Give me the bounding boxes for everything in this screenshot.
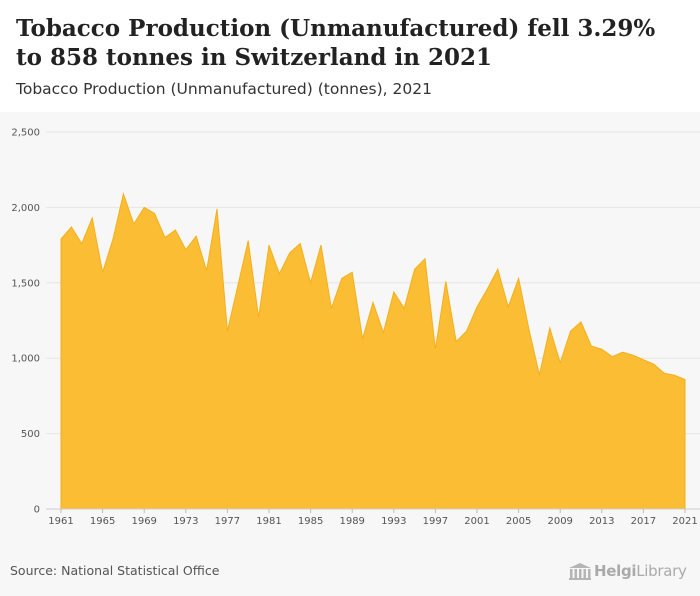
helgi-library-logo[interactable]: HelgiLibrary — [568, 561, 692, 583]
y-tick-label: 1,500 — [11, 278, 40, 289]
y-tick-label: 500 — [21, 429, 40, 440]
y-tick-label: 0 — [34, 505, 40, 516]
x-tick-label: 1961 — [48, 516, 73, 527]
brand-helgi: Helgi — [594, 562, 637, 580]
x-tick-label: 1997 — [423, 516, 448, 527]
chart-header: Tobacco Production (Unmanufactured) fell… — [0, 0, 700, 112]
x-tick-label: 1985 — [298, 516, 323, 527]
x-tick-label: 2013 — [589, 516, 614, 527]
x-axis: 1961 1965 1969 1973 1977 1981 1985 1989 1993 1997… — [46, 508, 700, 527]
area-series — [60, 192, 686, 510]
library-columns-icon — [569, 563, 591, 580]
page-title: Tobacco Production (Unmanufactured) fell… — [16, 15, 656, 71]
y-axis: 0 500 1,000 1,500 2,000 2,500 — [11, 128, 40, 516]
source-note: Source: National Statistical Office — [10, 563, 220, 578]
area-fill — [60, 192, 686, 510]
x-tick-label: 1981 — [256, 516, 281, 527]
x-tick-label: 1965 — [90, 516, 115, 527]
area-chart: 1961 1965 1969 1973 1977 1981 1985 1989 1993 1997… — [11, 128, 700, 527]
x-tick-label: 1977 — [215, 516, 240, 527]
x-tick-label: 2017 — [631, 516, 656, 527]
x-tick-label: 2005 — [506, 516, 531, 527]
x-tick-label: 1989 — [339, 516, 364, 527]
x-tick-label: 2001 — [464, 516, 489, 527]
x-tick-label: 2021 — [672, 516, 697, 527]
brand-library: Library — [636, 562, 687, 580]
y-tick-label: 2,000 — [11, 203, 40, 214]
x-tick-label: 1993 — [381, 516, 406, 527]
x-tick-label: 1973 — [173, 516, 198, 527]
y-tick-label: 1,000 — [11, 354, 40, 365]
x-tick-label: 2009 — [547, 516, 572, 527]
x-tick-label: 1969 — [131, 516, 156, 527]
chart-subtitle: Tobacco Production (Unmanufactured) (ton… — [16, 80, 432, 98]
y-tick-label: 2,500 — [11, 128, 40, 139]
